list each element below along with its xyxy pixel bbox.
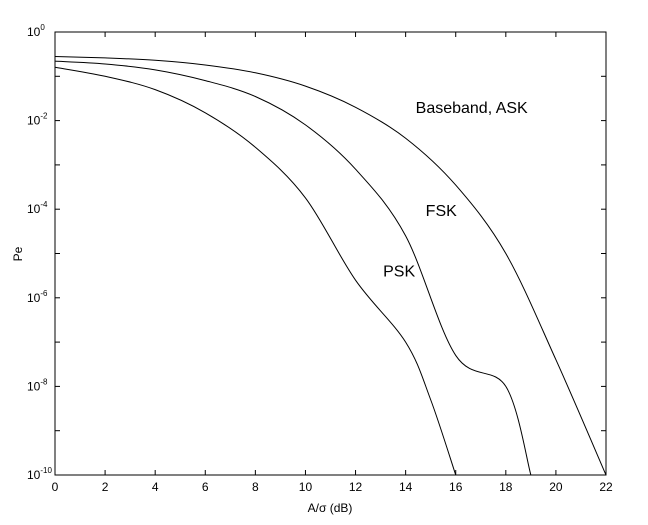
annotation-label: FSK xyxy=(426,203,457,220)
x-tick-label: 10 xyxy=(299,480,313,494)
y-tick-label: 100 xyxy=(27,23,45,39)
y-tick-base: 10 xyxy=(27,202,41,216)
annotation-label: Baseband, ASK xyxy=(416,100,528,117)
x-tick-label: 4 xyxy=(152,480,159,494)
x-tick-label: 20 xyxy=(549,480,563,494)
y-tick-exponent: 0 xyxy=(40,23,45,32)
y-tick-exponent: -6 xyxy=(40,289,48,298)
y-tick-label: 10-4 xyxy=(27,200,48,216)
y-tick-base: 10 xyxy=(27,114,41,128)
series-annotations: Baseband, ASK FSK PSK xyxy=(383,100,528,281)
x-tick-label: 6 xyxy=(202,480,209,494)
y-tick-label: 10-8 xyxy=(27,377,48,393)
x-tick-label: 8 xyxy=(252,480,259,494)
y-tick-base: 10 xyxy=(27,25,41,39)
y-tick-label: 10-2 xyxy=(27,112,48,128)
curve-psk xyxy=(54,66,457,476)
axis-ticks xyxy=(54,31,607,476)
x-tick-label: 2 xyxy=(102,480,109,494)
y-tick-base: 10 xyxy=(27,379,41,393)
x-tick-label: 22 xyxy=(599,480,613,494)
series-curves xyxy=(54,55,607,476)
annotation-label: PSK xyxy=(383,264,415,281)
x-axis-label: A/σ (dB) xyxy=(308,501,353,515)
y-tick-base: 10 xyxy=(27,468,41,482)
x-tick-label: 0 xyxy=(52,480,59,494)
y-axis-label: Pe xyxy=(11,246,25,261)
x-tick-label: 18 xyxy=(499,480,513,494)
plot-area-frame xyxy=(54,31,607,476)
y-tick-label: 10-10 xyxy=(27,466,52,482)
y-tick-base: 10 xyxy=(27,291,41,305)
y-tick-exponent: -4 xyxy=(40,200,48,209)
y-tick-exponent: -10 xyxy=(40,466,52,475)
x-tick-label: 16 xyxy=(449,480,463,494)
x-tick-label: 12 xyxy=(349,480,363,494)
y-tick-exponent: -8 xyxy=(40,377,48,386)
curve-fsk xyxy=(54,60,532,476)
curve-baseband-ask xyxy=(54,55,607,476)
y-tick-label: 10-6 xyxy=(27,289,48,305)
x-tick-labels: 0 2 4 6 8 10 12 14 16 18 20 22 xyxy=(52,480,613,494)
x-tick-label: 14 xyxy=(399,480,413,494)
y-tick-exponent: -2 xyxy=(40,112,48,121)
